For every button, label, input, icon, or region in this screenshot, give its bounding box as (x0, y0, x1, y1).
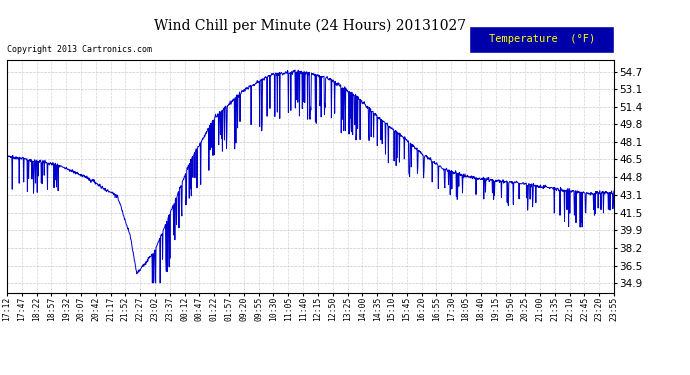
Text: Temperature  (°F): Temperature (°F) (489, 34, 595, 44)
Text: Wind Chill per Minute (24 Hours) 20131027: Wind Chill per Minute (24 Hours) 2013102… (155, 19, 466, 33)
Text: Copyright 2013 Cartronics.com: Copyright 2013 Cartronics.com (7, 45, 152, 54)
